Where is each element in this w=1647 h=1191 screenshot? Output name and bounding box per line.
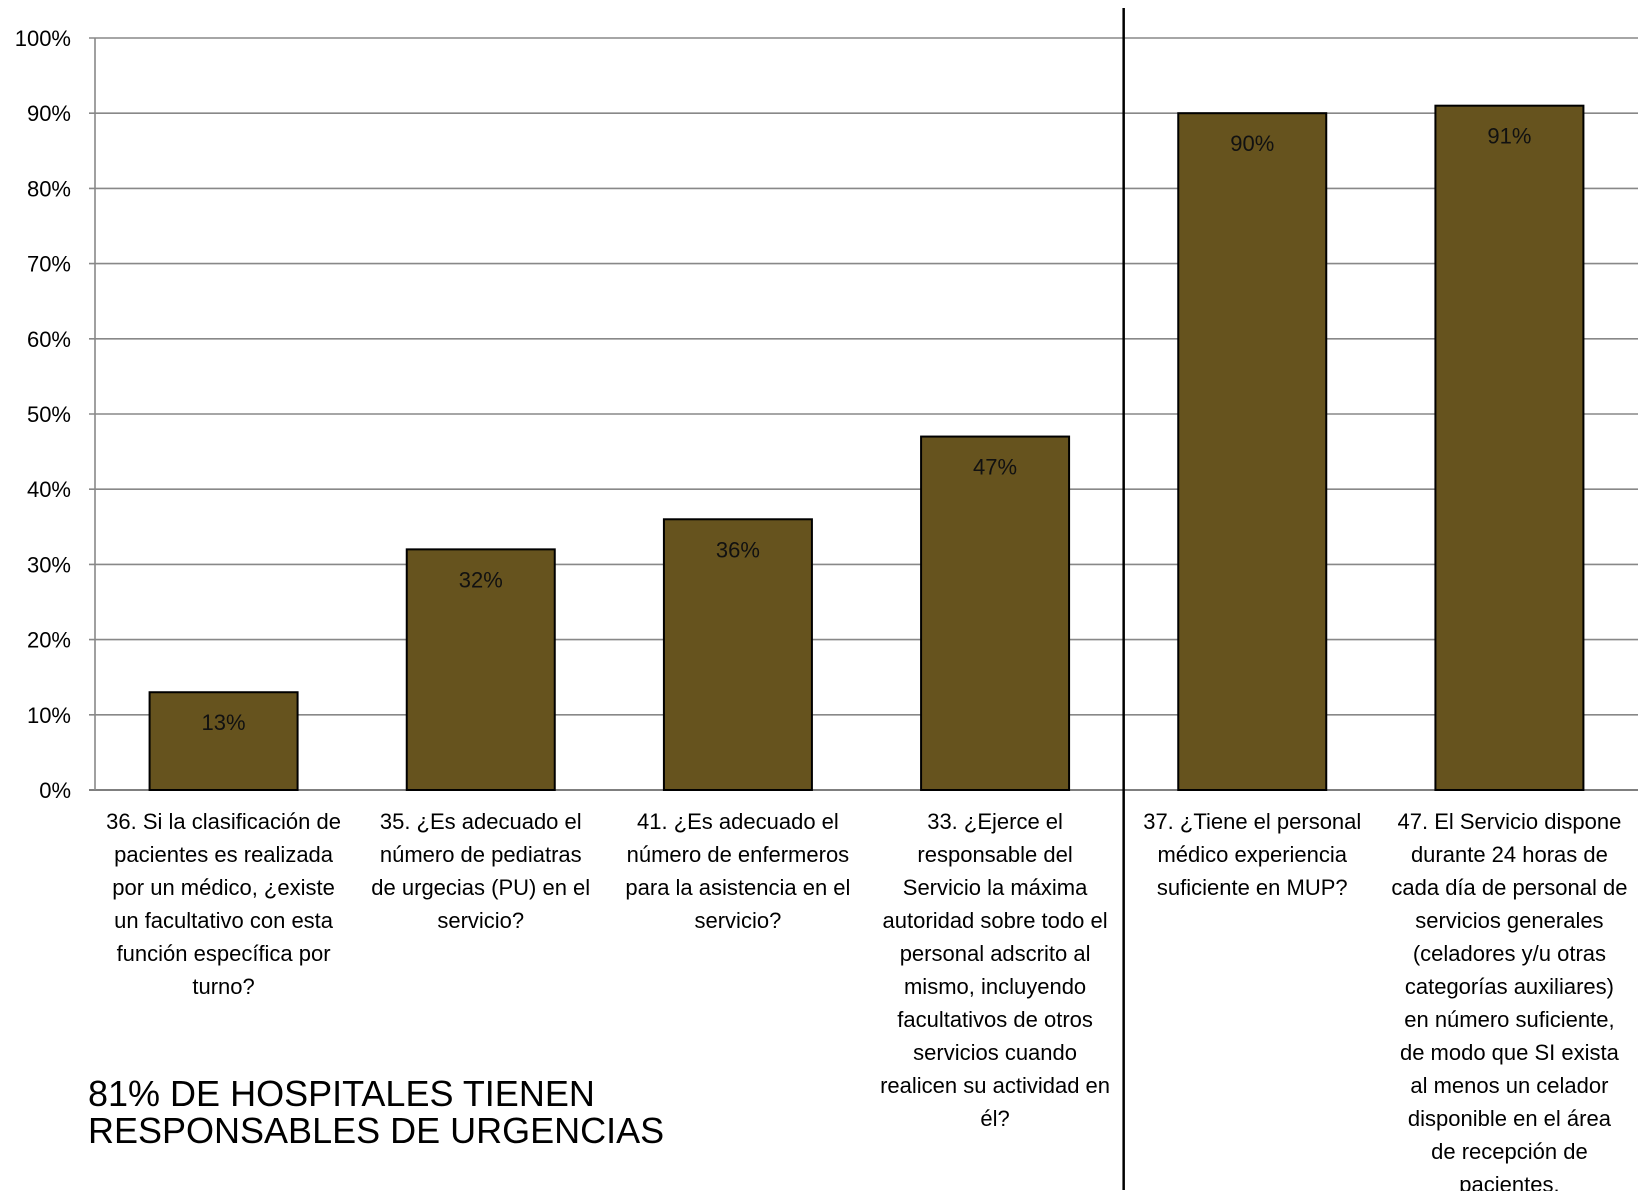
x-category-label-line: pacientes. (1459, 1172, 1559, 1191)
x-category-label: 41. ¿Es adecuado el número de enfermeros p… (625, 809, 850, 933)
x-category-label-line: 36. Si la clasificación de (106, 809, 341, 834)
bar-data-label: 91% (1487, 124, 1531, 149)
bar (1177, 112, 1328, 791)
x-category-label-line: 35. ¿Es adecuado el (380, 809, 582, 834)
x-category-label: 36. Si la clasificación de pacientes es r… (106, 809, 341, 999)
x-category-label-line: cada día de personal de (1391, 875, 1627, 900)
x-category-label: 33. ¿Ejerce el responsable del Servicio la… (880, 809, 1110, 1131)
y-axis-tick-labels: 0% 10% 20% 30% 40% 50% 60% 70% 80% 90% 100% (15, 26, 71, 803)
x-category-label-line: de urgecias (PU) en el (371, 875, 590, 900)
x-category-label-line: función específica por (117, 941, 331, 966)
x-category-label-line: 37. ¿Tiene el personal (1143, 809, 1361, 834)
bar (920, 435, 1071, 791)
x-axis-category-labels: 36. Si la clasificación de pacientes es r… (106, 809, 1627, 1191)
x-category-label-line: en número suficiente, (1404, 1007, 1614, 1032)
x-category-label-line: de modo que SI exista (1400, 1040, 1620, 1065)
x-category-label-line: 33. ¿Ejerce el (927, 809, 1063, 834)
x-category-label-line: realicen su actividad en (880, 1073, 1110, 1098)
x-category-label-line: 41. ¿Es adecuado el (637, 809, 839, 834)
x-category-label-line: un facultativo con esta (114, 908, 334, 933)
bar (148, 691, 299, 791)
x-category-label-line: servicios generales (1415, 908, 1603, 933)
x-category-label-line: para la asistencia en el (625, 875, 850, 900)
y-tick-label: 60% (27, 327, 71, 352)
x-category-label-line: autoridad sobre todo el (883, 908, 1108, 933)
y-tick-label: 40% (27, 477, 71, 502)
hospital-responsables-annotation: 81% DE HOSPITALES TIENEN RESPONSABLES DE… (88, 1075, 788, 1149)
x-category-label: 35. ¿Es adecuado el número de pediatras de… (371, 809, 590, 933)
bar-data-label: 47% (973, 455, 1017, 480)
bar (662, 518, 813, 792)
x-category-label-line: al menos un celador (1410, 1073, 1608, 1098)
x-category-label-line: (celadores y/u otras (1413, 941, 1606, 966)
x-category-label-line: pacientes es realizada (114, 842, 334, 867)
y-tick-label: 70% (27, 252, 71, 277)
bar-data-label: 13% (202, 710, 246, 735)
x-category-label-line: Servicio la máxima (903, 875, 1088, 900)
x-category-label-line: suficiente en MUP? (1157, 875, 1348, 900)
x-category-label-line: responsable del (917, 842, 1072, 867)
x-category-label-line: disponible en el área (1408, 1106, 1612, 1131)
y-tick-label: 80% (27, 176, 71, 201)
y-tick-label: 30% (27, 552, 71, 577)
x-category-label-line: número de pediatras (380, 842, 582, 867)
x-category-label-line: por un médico, ¿existe (112, 875, 335, 900)
x-category-label-line: durante 24 horas de (1411, 842, 1608, 867)
gridlines (89, 37, 1638, 791)
x-category-label-line: servicio? (695, 908, 782, 933)
bar-data-label: 90% (1230, 131, 1274, 156)
x-category-label-line: turno? (192, 974, 254, 999)
y-tick-label: 10% (27, 703, 71, 728)
x-category-label-line: personal adscrito al (900, 941, 1091, 966)
bar-data-label: 36% (716, 537, 760, 562)
x-category-label-line: 47. El Servicio dispone (1398, 809, 1622, 834)
x-category-label-line: médico experiencia (1157, 842, 1347, 867)
y-tick-label: 0% (39, 778, 71, 803)
y-tick-label: 100% (15, 26, 71, 51)
x-category-label-line: número de enfermeros (627, 842, 850, 867)
y-tick-label: 50% (27, 402, 71, 427)
x-category-label-line: servicio? (437, 908, 524, 933)
x-category-label-line: categorías auxiliares) (1405, 974, 1614, 999)
y-tick-label: 20% (27, 628, 71, 653)
x-category-label-line: de recepción de (1431, 1139, 1588, 1164)
annotation-line-2: RESPONSABLES DE URGENCIAS (88, 1110, 665, 1151)
x-category-label-line: él? (980, 1106, 1009, 1131)
x-category-label: 47. El Servicio dispone durante 24 horas … (1391, 809, 1627, 1191)
bar-data-label: 32% (459, 567, 503, 592)
x-category-label-line: servicios cuando (913, 1040, 1077, 1065)
bars (148, 104, 1585, 792)
bar (405, 548, 556, 791)
x-category-label: 37. ¿Tiene el personal médico experiencia… (1143, 809, 1361, 900)
bar-data-labels: 13% 32% 36% 47% 90% 91% (202, 124, 1532, 736)
annotation-line-1: 81% DE HOSPITALES TIENEN (88, 1073, 595, 1114)
bar (1434, 104, 1585, 792)
x-category-label-line: facultativos de otros (897, 1007, 1093, 1032)
x-category-label-line: mismo, incluyendo (904, 974, 1086, 999)
y-tick-label: 90% (27, 101, 71, 126)
